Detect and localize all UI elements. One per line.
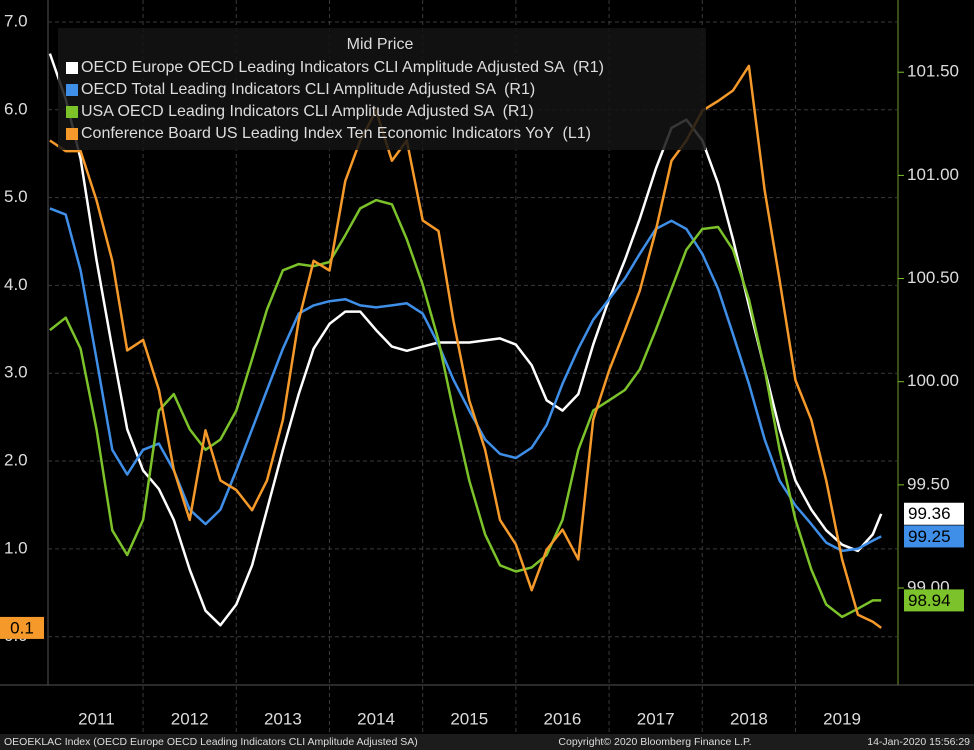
y2-tick-label: 100.00 — [907, 371, 959, 390]
last-value-box — [904, 589, 964, 612]
series-line — [49, 207, 882, 553]
x-tick-label: 2018 — [730, 709, 768, 728]
footer-left: OEOEKLAC Index (OECD Europe OECD Leading… — [4, 736, 418, 748]
y2-tick-label: 101.50 — [907, 62, 959, 81]
lines — [48, 53, 883, 629]
legend-label: USA OECD Leading Indicators CLI Amplitud… — [81, 103, 534, 120]
footer-right: 14-Jan-2020 15:56:29 — [867, 736, 970, 748]
footer-bar — [0, 734, 974, 750]
labels: 0.01.02.03.04.05.06.07.099.0099.50100.00… — [0, 11, 964, 728]
last-value-label: 99.25 — [908, 527, 951, 546]
y-tick-label: 7.0 — [4, 11, 28, 30]
x-tick-label: 2012 — [171, 709, 209, 728]
last-value-label: 98.94 — [908, 591, 951, 610]
last-value-box — [904, 525, 964, 548]
x-tick-label: 2011 — [78, 709, 115, 728]
series-line — [48, 53, 883, 627]
y-tick-label: 5.0 — [4, 187, 28, 206]
last-value-box — [904, 502, 964, 525]
x-tick-label: 2017 — [637, 709, 675, 728]
x-tick-label: 2016 — [544, 709, 582, 728]
legend-box — [58, 28, 706, 150]
y2-tick-label: 101.00 — [907, 165, 959, 184]
footer-center: Copyright© 2020 Bloomberg Finance L.P. — [558, 736, 751, 748]
last-value-box — [0, 616, 44, 639]
last-value-label: 0.1 — [10, 618, 34, 637]
legend-label: Conference Board US Leading Index Ten Ec… — [81, 125, 591, 142]
y-tick-label: 3.0 — [4, 363, 28, 382]
x-tick-label: 2013 — [264, 709, 302, 728]
y-tick-label: 2.0 — [4, 451, 28, 470]
legend-label: OECD Europe OECD Leading Indicators CLI … — [81, 59, 604, 76]
y2-tick-label: 100.50 — [907, 268, 959, 287]
legend-swatch — [66, 84, 78, 96]
y-tick-label: 1.0 — [4, 538, 28, 557]
y-tick-label: 4.0 — [4, 275, 28, 294]
legend-title: Mid Price — [347, 36, 414, 53]
y-tick-label: 6.0 — [4, 99, 28, 118]
last-value-label: 99.36 — [908, 504, 951, 523]
x-tick-label: 2015 — [450, 709, 488, 728]
legend-swatch — [66, 62, 78, 74]
x-tick-label: 2019 — [823, 709, 861, 728]
y2-tick-label: 99.50 — [907, 474, 950, 493]
legend-swatch — [66, 106, 78, 118]
series-line — [49, 198, 882, 619]
legend: Mid Price OECD Europe OECD Leading Indic… — [58, 28, 706, 150]
legend-label: OECD Total Leading Indicators CLI Amplit… — [81, 81, 535, 98]
grid — [48, 0, 904, 733]
legend-swatch — [66, 128, 78, 140]
x-tick-label: 2014 — [357, 709, 395, 728]
series-line — [49, 64, 882, 629]
